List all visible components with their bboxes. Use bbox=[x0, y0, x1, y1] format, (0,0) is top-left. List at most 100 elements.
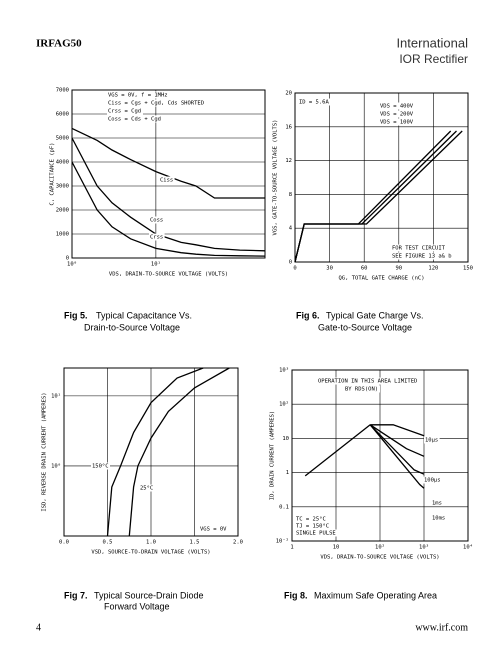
y-tick-label: 5000 bbox=[56, 136, 69, 142]
note-bg bbox=[295, 522, 331, 530]
note-bg bbox=[295, 529, 338, 537]
label-bg bbox=[424, 436, 440, 444]
note-bg bbox=[295, 515, 328, 523]
series-label: 25°C bbox=[140, 486, 153, 492]
series-label: VDS = 100V bbox=[380, 120, 414, 126]
x-tick-label: 120 bbox=[428, 266, 438, 272]
y-axis-label: ISD, REVERSE DRAIN CURRENT (AMPERES) bbox=[42, 392, 48, 511]
caption-number: Fig 8. bbox=[284, 590, 308, 600]
y-tick-label: 6000 bbox=[56, 112, 69, 118]
curve bbox=[369, 424, 425, 489]
caption: Typical Capacitance Vs. bbox=[96, 310, 192, 320]
label-bg bbox=[431, 514, 447, 522]
series-label: VDS = 200V bbox=[380, 112, 414, 118]
y-tick-label: 10⁻² bbox=[276, 538, 289, 545]
curve bbox=[369, 424, 425, 475]
caption-number: Fig 6. bbox=[296, 310, 320, 320]
label-bg bbox=[159, 176, 175, 184]
annotation: TC = 25°C bbox=[296, 517, 326, 523]
annotation: TJ = 150°C bbox=[296, 524, 329, 530]
x-tick-label: 0 bbox=[293, 266, 296, 272]
label-bg bbox=[431, 499, 444, 507]
series-label: Crss bbox=[150, 235, 163, 241]
curve bbox=[370, 424, 425, 437]
series-label: 150°C bbox=[92, 464, 109, 470]
y-axis-label: ID, DRAIN CURRENT (AMPERES) bbox=[270, 411, 276, 500]
label-bg bbox=[139, 484, 155, 492]
y-axis-label: C, CAPACITANCE (pF) bbox=[50, 143, 56, 206]
annotation: FOR TEST CIRCUIT bbox=[392, 246, 446, 252]
y-tick-label: 4 bbox=[289, 226, 293, 232]
annotation: SEE FIGURE 13 a& b bbox=[392, 254, 452, 260]
x-tick-label: 60 bbox=[361, 266, 368, 272]
x-tick-label: 150 bbox=[463, 266, 473, 272]
note-bg bbox=[107, 91, 174, 99]
y-tick-label: 12 bbox=[285, 158, 292, 164]
curve bbox=[369, 424, 425, 457]
annotation: VGS = 0V bbox=[200, 527, 227, 533]
caption-number: Fig 5. bbox=[64, 310, 88, 320]
x-tick-label: 10⁴ bbox=[463, 544, 473, 551]
caption: Drain-to-Source Voltage bbox=[84, 322, 180, 332]
y-tick-label: 10³ bbox=[279, 367, 289, 374]
brand: International bbox=[396, 35, 468, 50]
label-bg bbox=[423, 476, 442, 484]
y-tick-label: 4000 bbox=[56, 160, 69, 166]
series-label: 100µs bbox=[424, 478, 441, 484]
y-axis-label: VGS, GATE-TO-SOURCE VOLTAGE (VOLTS) bbox=[273, 120, 279, 236]
annotation: Ciss = Cgs + Cgd, Cds SHORTED bbox=[108, 101, 204, 107]
note-bg bbox=[391, 244, 448, 252]
x-tick-label: 30 bbox=[326, 266, 333, 272]
label-bg bbox=[379, 118, 415, 126]
y-tick-label: 10¹ bbox=[51, 392, 61, 399]
y-tick-label: 0 bbox=[289, 260, 292, 266]
label-bg bbox=[149, 216, 165, 224]
x-tick-label: 10¹ bbox=[151, 261, 161, 268]
caption: Forward Voltage bbox=[104, 601, 170, 611]
part-number: IRFAG50 bbox=[36, 38, 82, 50]
curve bbox=[106, 367, 204, 537]
x-tick-label: 90 bbox=[395, 266, 402, 272]
brand: IOR Rectifier bbox=[399, 52, 468, 66]
y-tick-label: 3000 bbox=[56, 184, 69, 190]
annotation: Coss = Cds + Cgd bbox=[108, 117, 161, 123]
annotation: OPERATION IN THIS AREA LIMITED bbox=[318, 379, 417, 385]
x-axis-label: VSD, SOURCE-TO-DRAIN VOLTAGE (VOLTS) bbox=[91, 550, 210, 556]
x-tick-label: 2.0 bbox=[233, 540, 243, 546]
label-bg bbox=[379, 110, 415, 118]
y-tick-label: 16 bbox=[285, 124, 292, 130]
series-label: 10ms bbox=[432, 516, 445, 522]
note-bg bbox=[344, 385, 380, 393]
y-tick-label: 10⁰ bbox=[51, 462, 61, 469]
x-tick-label: 1.5 bbox=[190, 540, 200, 546]
page-number: 4 bbox=[36, 622, 41, 633]
curve bbox=[128, 367, 230, 537]
y-tick-label: 20 bbox=[285, 91, 292, 97]
x-axis-label: QG, TOTAL GATE CHARGE (nC) bbox=[338, 276, 424, 282]
x-tick-label: 0.0 bbox=[59, 540, 69, 546]
caption: Gate-to-Source Voltage bbox=[318, 322, 412, 332]
y-tick-label: 1000 bbox=[56, 232, 69, 238]
x-axis-label: VDS, DRAIN-TO-SOURCE VOLTAGE (VOLTS) bbox=[320, 555, 439, 561]
y-tick-label: 8 bbox=[289, 192, 292, 198]
caption: Typical Gate Charge Vs. bbox=[326, 310, 424, 320]
label-bg bbox=[91, 462, 110, 470]
label-bg bbox=[149, 233, 165, 241]
note-bg bbox=[391, 252, 455, 260]
series-label: Coss bbox=[150, 218, 163, 224]
label-bg bbox=[379, 102, 415, 110]
curve bbox=[71, 137, 266, 252]
y-tick-label: 1 bbox=[286, 470, 289, 476]
x-tick-label: 10⁰ bbox=[67, 261, 77, 268]
url: www.irf.com bbox=[415, 622, 468, 633]
note-bg bbox=[317, 377, 421, 385]
curve bbox=[294, 130, 452, 263]
y-tick-label: 0.1 bbox=[279, 504, 289, 510]
x-tick-label: 10 bbox=[333, 545, 340, 551]
x-tick-label: 0.5 bbox=[103, 540, 113, 546]
curve bbox=[71, 127, 265, 199]
annotation: SINGLE PULSE bbox=[296, 531, 336, 537]
y-tick-label: 7000 bbox=[56, 88, 69, 94]
